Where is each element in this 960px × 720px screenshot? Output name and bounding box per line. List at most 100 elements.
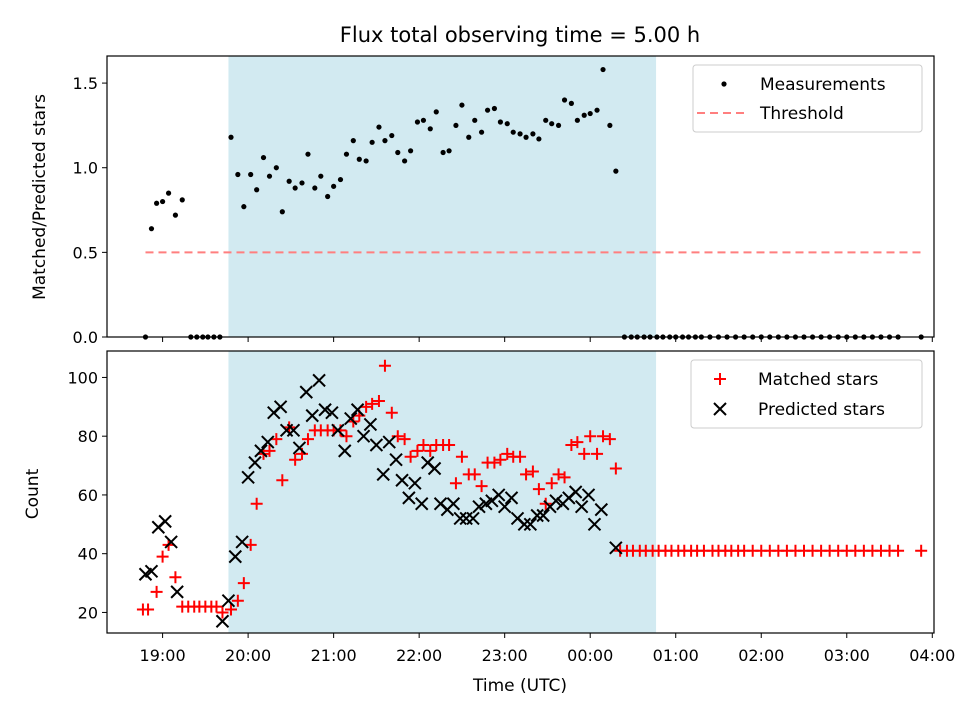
measurement-point [228,134,234,140]
predicted-star-point [144,564,159,579]
measurement-point [523,134,529,140]
measurement-point [472,117,478,123]
predicted-star-point [609,541,623,555]
x-tick-label: 21:00 [311,646,357,665]
predicted-star-point [305,408,319,423]
measurement-point [581,112,587,118]
matched-star-point [578,447,591,460]
measurement-point [600,66,606,73]
measurement-point [543,117,549,123]
predicted-star-point [466,511,480,526]
x-tick-label: 03:00 [824,646,870,665]
matched-star-point [545,477,558,490]
measurement-point [382,138,388,144]
top-plot: 0.0 0.5 1.0 1.5 Measurements Threshold [73,55,935,347]
top-legend [692,64,923,133]
matched-star-point [892,544,905,557]
matched-star-point [597,430,610,443]
measurement-point [273,165,279,171]
measurement-point [587,110,593,117]
measurement-point [594,107,600,113]
predicted-star-point [427,461,442,476]
measurement-point [408,148,414,154]
matched-star-point [488,456,501,469]
measurement-point [510,129,516,135]
x-tick-label: 02:00 [738,646,784,665]
measurement-point [266,173,273,179]
matched-star-point [443,439,456,451]
x-tick-label: 19:00 [140,646,186,665]
matched-star-point [244,538,257,551]
predicted-star-point [395,473,409,487]
measurement-point [420,117,427,123]
predicted-star-point [356,429,371,443]
measurement-point [325,193,331,200]
predicted-star-point [344,411,358,426]
predicted-star-point [402,491,416,505]
matched-star-point [385,406,398,419]
predicted-star-point [164,535,178,549]
measurement-point [427,126,433,132]
predicted-star-point [228,549,242,564]
measurement-point [159,198,166,205]
matched-star-point [603,433,616,446]
predicted-star-point [523,517,538,532]
bottom-legend [690,359,923,429]
measurement-point [484,107,491,113]
matched-star-point [571,436,584,449]
bottom-y-tick-label: 80 [78,427,98,446]
measurement-point [613,168,619,174]
top-y-tick-label: 0.5 [73,243,98,262]
predicted-star-point [497,499,512,514]
legend-predicted-label: Predicted stars [758,400,885,420]
matched-star-point [360,400,373,413]
x-tick-label: 01:00 [653,646,699,665]
measurement-point [561,97,568,103]
matched-star-point [520,468,533,481]
matched-star-point [301,433,314,446]
bottom-y-tick-label: 100 [67,368,98,387]
matched-star-point [150,585,163,598]
matched-star-point [398,433,411,446]
measurement-point [286,178,292,184]
measurement-point [248,171,254,178]
predicted-star-point [261,435,275,449]
legend-measurement-marker [721,81,727,87]
predicted-star-point [273,400,288,414]
x-tick-label: 22:00 [396,646,442,665]
measurement-point [363,158,369,164]
matched-star-point [609,462,622,475]
matched-star-point [455,450,468,463]
predicted-star-point [574,499,589,514]
measurement-point [254,187,260,193]
predicted-star-point [581,488,596,502]
predicted-star-point [215,614,230,628]
matched-star-point [334,424,347,437]
matched-star-point [501,447,514,460]
predicted-star-point [312,373,326,388]
predicted-star-point [325,405,339,420]
top-y-tick-label: 0.0 [73,328,98,347]
plot-frame [106,55,935,338]
predicted-star-point [491,488,506,502]
matched-star-point [552,468,565,481]
predicted-star-point [587,517,602,532]
measurement-point [389,132,395,139]
legend-measurements-label: Measurements [760,75,886,95]
measurement-point [376,124,382,130]
matched-star-point [411,444,424,457]
bottom-y-axis-label: Count [23,468,43,519]
measurement-point [318,173,324,179]
top-y-tick-label: 1.5 [73,74,98,93]
measurement-point [536,136,542,142]
measurement-point [343,151,350,157]
matched-star-point [404,450,417,463]
matched-star-point [424,444,437,457]
matched-star-point [565,439,578,451]
legend-matched-label: Matched stars [758,370,878,390]
measurement-point [292,185,298,191]
measurement-point [414,119,421,125]
predicted-star-point [568,485,583,499]
matched-star-point [532,483,545,496]
